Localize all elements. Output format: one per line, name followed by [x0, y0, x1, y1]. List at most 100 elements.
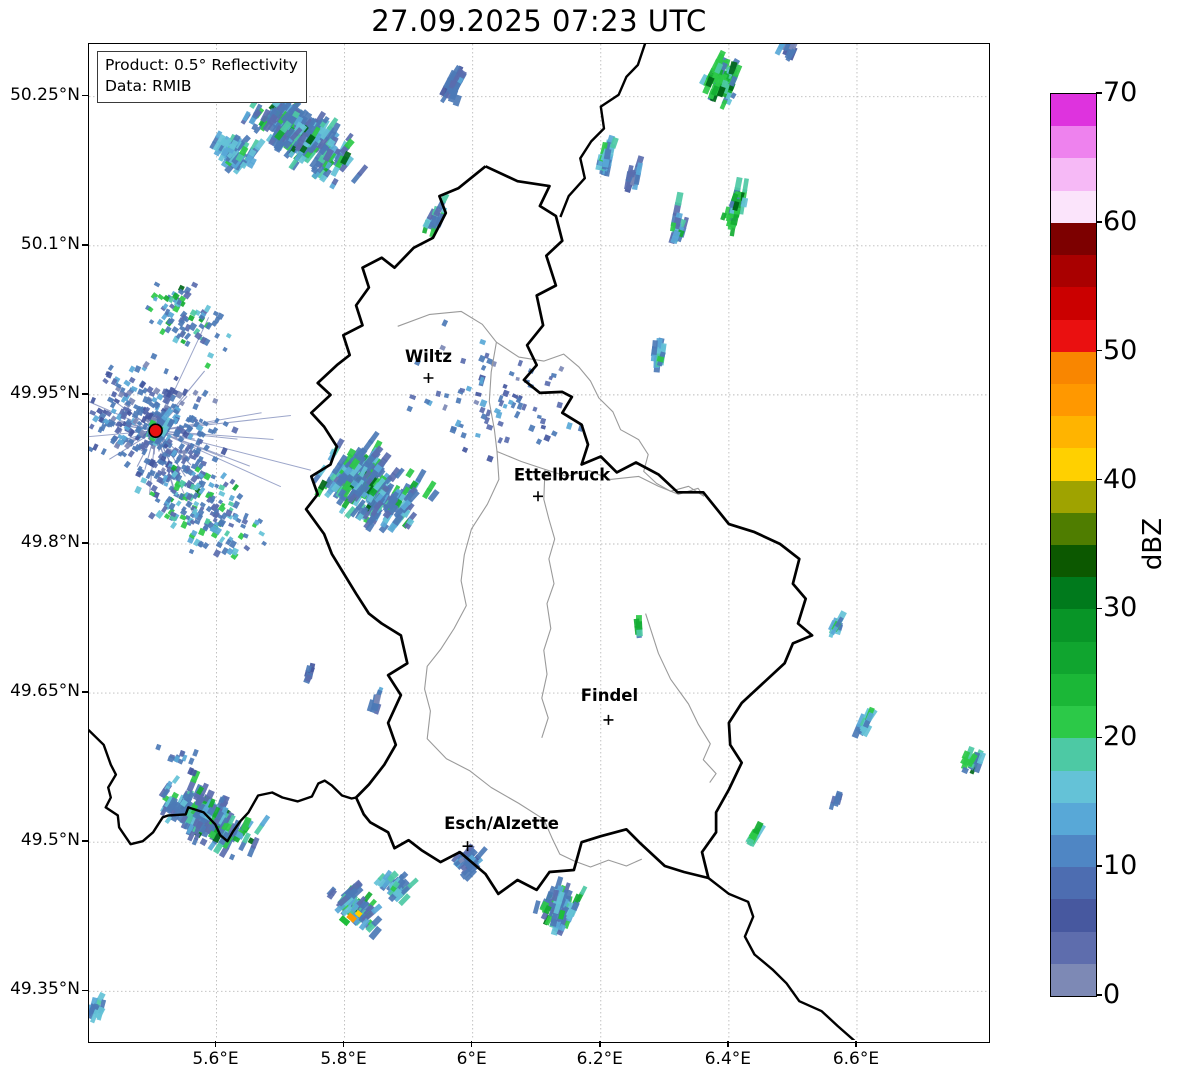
radar-echo-cell	[217, 499, 224, 505]
radar-echo-cell	[167, 755, 175, 763]
radar-echo-cell	[427, 489, 440, 503]
radar-echo-cell	[357, 164, 369, 177]
radar-echo-cell	[190, 529, 198, 537]
y-axis-tick	[82, 840, 88, 842]
x-axis-tick-label: 6.6°E	[832, 1049, 880, 1069]
radar-echo-cell	[180, 338, 187, 345]
radar-echo-cell	[260, 108, 271, 123]
radar-echo-cell	[278, 103, 288, 114]
radar-echo-cell	[261, 540, 268, 547]
radar-echo-cell	[193, 420, 200, 429]
radar-echo-cell	[381, 484, 390, 493]
radar-echo-cell	[123, 379, 131, 387]
radar-echo-cell	[373, 477, 386, 491]
radar-echo-cell-strong	[346, 912, 357, 923]
radar-echo-cell	[532, 900, 541, 915]
radar-echo-cell	[193, 500, 200, 507]
radar-echo-cell	[184, 340, 191, 348]
radar-echo-cell	[377, 872, 387, 882]
radar-echo-cell	[165, 495, 173, 504]
colorbar-tick-label: 0	[1103, 979, 1121, 1010]
radar-echo-cell	[164, 308, 171, 316]
radar-echo-cell	[714, 62, 724, 75]
radar-echo-cell	[349, 462, 363, 477]
radar-echo-cell	[107, 396, 115, 404]
radar-echo-cell	[181, 802, 191, 815]
radar-echo-cell	[454, 68, 464, 80]
radar-echo-cell	[124, 441, 132, 450]
radar-echo-cell	[242, 512, 249, 520]
radar-echo-cell	[441, 319, 449, 327]
radar-echo-cell	[602, 156, 610, 168]
radar-echo-cell	[356, 895, 367, 907]
colorbar-segment	[1051, 93, 1096, 127]
radar-echo-cell	[198, 323, 205, 330]
radar-echo-cell	[299, 131, 309, 143]
y-axis-tick-label: 50.1°N	[20, 233, 80, 254]
radar-echo-cell	[343, 466, 353, 476]
radar-echo-cell	[468, 868, 478, 878]
radar-echo-cell	[211, 320, 218, 327]
radar-echo-cell	[193, 511, 200, 519]
radar-echo-cell	[483, 416, 490, 425]
radar-echo-cell	[426, 480, 437, 493]
radar-echo-cell	[184, 812, 195, 825]
radar-echo-cell	[117, 438, 125, 446]
radar-echo-cell	[160, 305, 167, 312]
radar-echo-cell	[544, 380, 551, 387]
radar-echo-cell	[137, 465, 143, 472]
radar-echo-cell	[238, 145, 249, 157]
radar-echo-cell	[192, 403, 199, 411]
radar-echo-cell	[318, 144, 330, 156]
radar-echo-cell	[212, 549, 222, 558]
radar-echo-cell	[398, 893, 411, 907]
radar-echo-cell	[218, 845, 230, 858]
radar-echo-cell	[166, 780, 173, 788]
radar-echo-cell	[730, 192, 739, 203]
radar-echo-cell	[104, 410, 113, 417]
radar-echo-cell	[543, 434, 552, 442]
radar-echo-cell	[216, 312, 225, 321]
radar-echo-cell	[540, 424, 547, 430]
radar-echo-cell	[336, 494, 347, 507]
radar-echo-cell	[345, 132, 354, 143]
radar-echo-cell	[674, 191, 684, 207]
colorbar-segment	[1051, 157, 1096, 191]
radar-echo-cell	[976, 751, 986, 765]
radar-echo-cell	[168, 502, 176, 511]
radar-echo-cell	[370, 903, 383, 915]
radar-echo-cell	[177, 288, 185, 296]
radar-echo-cell	[193, 822, 203, 836]
radar-echo-cell	[189, 309, 198, 317]
radar-echo-cell	[414, 358, 422, 366]
x-axis-tick	[214, 1041, 217, 1047]
radar-echo-cell	[195, 447, 202, 454]
radar-echo-cell	[128, 365, 136, 373]
radar-echo-cell	[203, 304, 212, 313]
radar-echo-cell	[214, 503, 220, 509]
radar-echo-cell	[401, 486, 411, 496]
radar-echo-cell	[180, 301, 186, 308]
radar-echo-cell	[192, 811, 201, 820]
radar-echo-cell	[135, 406, 142, 413]
radar-echo-cell	[188, 454, 195, 460]
radar-echo-cell	[535, 438, 543, 446]
border-france-germany	[707, 877, 856, 1040]
colorbar-segment	[1051, 383, 1096, 417]
radar-echo-cell	[459, 387, 466, 393]
radar-echo-cell	[147, 412, 154, 420]
radar-echo-cell	[497, 395, 504, 403]
radar-echo-cell	[120, 411, 128, 420]
x-axis-tick-label: 6.2°E	[576, 1049, 623, 1069]
radar-echo-cell	[253, 108, 262, 118]
radar-echo-cell	[190, 471, 197, 477]
colorbar-tick-label: 40	[1103, 463, 1138, 495]
radar-echo-cell	[556, 401, 563, 409]
radar-echo-cell	[635, 155, 645, 169]
radar-echo-cell-strong	[338, 915, 351, 927]
radar-echo-cell	[719, 99, 728, 110]
radar-echo-cell	[363, 486, 372, 494]
radar-echo-cell	[292, 121, 303, 135]
radar-echo-cell	[293, 127, 303, 137]
